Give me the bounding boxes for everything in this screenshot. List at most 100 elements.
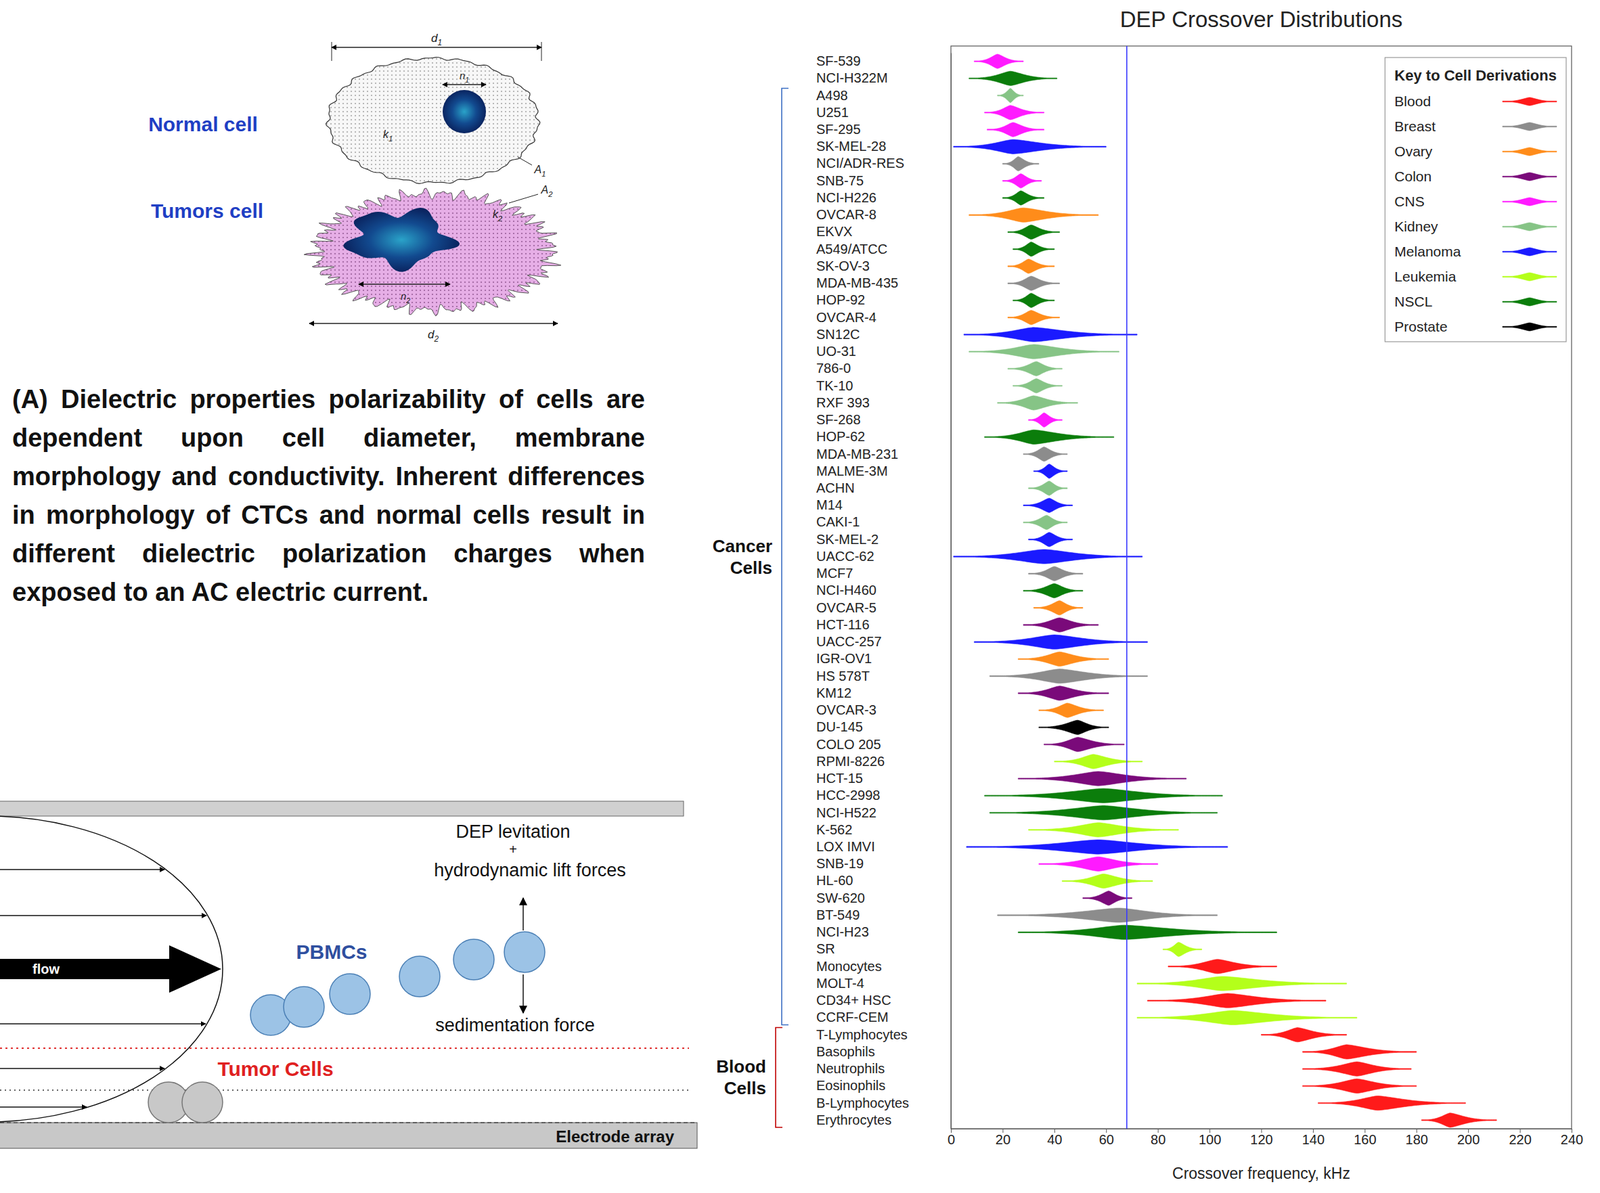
distribution [997,87,1024,103]
legend-swatch [1502,172,1557,181]
distribution [989,669,1148,684]
y-tick-label: KM12 [816,685,852,701]
plot-frame [950,46,1572,1129]
force-label: DEP levitation [455,821,570,842]
caption-line: in morphology of CTCs and normal cells r… [12,500,646,530]
y-tick: OVCAR-5 [816,600,877,616]
y-tick-label: Monocytes [816,959,882,974]
y-tick-label: DU-145 [816,719,863,735]
y-tick-label: IGR-OV1 [816,651,872,666]
distribution [1002,156,1039,171]
distribution [1028,481,1068,496]
distribution [1007,310,1060,325]
symbol-sub: 2 [405,296,411,305]
distribution [1261,1028,1347,1043]
electrode-boundary [0,1122,698,1124]
flow-arrow [0,945,222,993]
symbol-sub: 1 [437,37,442,48]
y-tick-label: SF-295 [816,121,861,137]
y-tick: IGR-OV1 [816,651,872,666]
x-tick: 180 [1405,1128,1429,1148]
symbol-label: n1 [459,69,470,84]
y-tick: COLO 205 [816,737,882,752]
y-tick: NCI-H226 [816,190,877,206]
symbol-label: k2 [492,208,503,223]
distribution [969,344,1120,359]
bracket-label-line: Cells [730,557,773,579]
tumor-cell-nucleus [343,207,460,273]
y-tick-label: NCI-H460 [816,582,877,598]
y-tick-label: CCRF-CEM [816,1009,889,1025]
y-tick-label: 786-0 [816,360,851,376]
y-tick-label: CD34+ HSC [816,992,892,1008]
y-tick-label: HCC-2998 [816,787,880,803]
x-tick-label: 0 [947,1132,955,1148]
distribution [973,634,1148,650]
distribution [984,788,1224,803]
y-tick: HS 578T [816,668,870,684]
legend-swatch [1502,147,1557,156]
y-tick: T-Lymphocytes [816,1027,908,1043]
distribution [997,395,1078,411]
x-tick: 80 [1150,1128,1166,1148]
distribution [1162,942,1202,957]
y-tick: MOLT-4 [816,975,865,991]
distribution [1017,925,1277,940]
distribution [1002,190,1044,206]
chart: DEP Crossover Distributions0204060801001… [712,6,1584,1183]
force-label: sedimentation force [435,1015,595,1036]
normal-cell-membrane [326,57,541,185]
y-tick-label: OVCAR-3 [816,702,877,718]
bracket-label-line: Cancer [712,536,773,557]
y-tick: SNB-19 [816,856,864,872]
y-axis: SF-539NCI-H322MA498U251SF-295SK-MEL-28NC… [816,53,952,1130]
y-tick: SF-268 [816,412,861,428]
y-tick: SW-620 [816,890,865,906]
legend-swatch [1502,97,1557,106]
distribution [1023,617,1099,633]
y-tick: Neutrophils [816,1061,885,1077]
x-tick: 200 [1457,1128,1480,1148]
y-tick: NCI-H522 [816,804,877,820]
tumor-cell [182,1082,223,1123]
caption-line: different dielectric polarization charge… [12,539,646,568]
y-tick: CCRF-CEM [816,1009,889,1025]
distribution [1017,771,1186,786]
x-tick: 40 [1047,1128,1062,1148]
electrode-label: Electrode array [555,1127,675,1146]
x-tick: 20 [995,1128,1011,1148]
y-tick-label: SK-MEL-2 [816,531,879,547]
bracket [781,87,789,1025]
x-tick-label: 180 [1405,1132,1429,1148]
y-tick-label: ACHN [816,480,855,496]
y-tick: HOP-92 [816,292,865,308]
y-tick-label: UO-31 [816,343,857,359]
y-tick-label: U251 [816,104,849,120]
flow-vector [0,1068,165,1070]
legend-swatch [1502,297,1557,306]
y-tick: SK-MEL-2 [816,531,879,547]
x-tick-label: 200 [1457,1132,1480,1148]
tumor-label: Tumor Cells [217,1057,333,1081]
dimension-tick [331,41,333,61]
y-tick: RPMI-8226 [816,753,885,769]
y-tick: OVCAR-4 [816,309,877,325]
force-label: + [508,841,518,857]
distribution [1054,754,1143,769]
distribution [1002,173,1041,189]
figure: d1n1k1A1d2n2k2A2Normal cellTumors cell(A… [0,0,1600,1193]
distribution [1038,703,1104,718]
x-tick-label: 40 [1047,1132,1062,1148]
y-tick: SK-OV-3 [816,258,870,274]
distribution [966,839,1228,855]
x-tick-label: 60 [1099,1132,1115,1148]
caption-line: dependent upon cell diameter, membrane [12,423,646,453]
y-tick: A549/ATCC [816,241,888,257]
symbol-main: A [534,163,543,176]
normal-cell-nucleus [442,90,486,134]
y-tick: NCI/ADR-RES [816,155,905,171]
y-tick-label: MDA-MB-231 [816,446,899,461]
symbol-main: n [459,69,465,82]
distribution [1137,976,1347,991]
distribution [1017,686,1109,701]
